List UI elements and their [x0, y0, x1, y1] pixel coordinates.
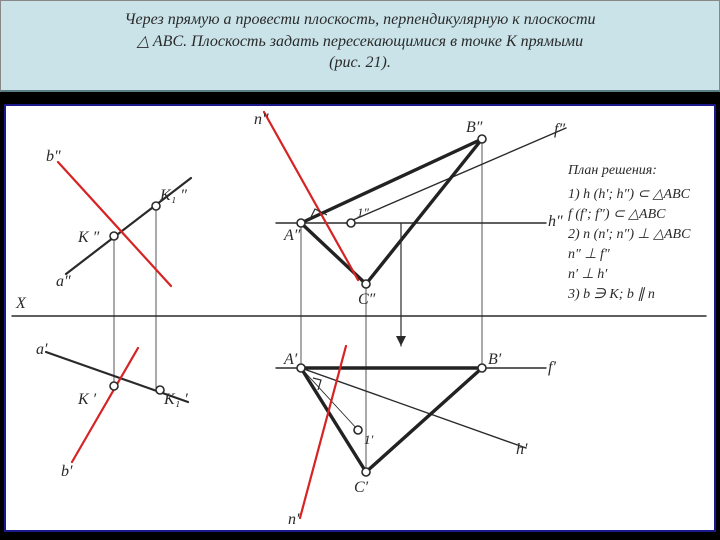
svg-text:2) n (n′; n″) ⊥ △ABC: 2) n (n′; n″) ⊥ △ABC [568, 227, 691, 242]
problem-line1: Через прямую а провести плоскость, перпе… [13, 9, 707, 31]
svg-text:n″: n″ [254, 111, 269, 128]
svg-text:n″ ⊥ f″: n″ ⊥ f″ [568, 247, 610, 262]
svg-text:3) b ∋ K; b ∥ n: 3) b ∋ K; b ∥ n [567, 287, 655, 302]
svg-text:a′: a′ [36, 341, 48, 358]
problem-line3: (рис. 21). [13, 52, 707, 74]
svg-text:C″: C″ [358, 291, 376, 308]
problem-header: Через прямую а провести плоскость, перпе… [0, 0, 720, 92]
svg-text:f′: f′ [548, 359, 556, 376]
svg-text:K₁ ′: K₁ ′ [163, 391, 188, 408]
svg-text:1) h (h′; h″) ⊂ △ABC: 1) h (h′; h″) ⊂ △ABC [568, 187, 691, 202]
svg-text:h″: h″ [548, 213, 563, 230]
svg-text:K ″: K ″ [77, 229, 100, 246]
svg-text:B′: B′ [488, 351, 502, 368]
svg-text:K₁ ″: K₁ ″ [159, 187, 187, 204]
svg-text:f (f′; f″) ⊂ △ABC: f (f′; f″) ⊂ △ABC [568, 207, 666, 222]
problem-line2: △ ABC. Плоскость задать пересекающимися … [13, 31, 707, 53]
svg-text:n′: n′ [288, 511, 300, 528]
svg-text:1″: 1″ [357, 205, 370, 220]
svg-text:b″: b″ [46, 148, 61, 165]
svg-text:a″: a″ [56, 273, 71, 290]
svg-text:n′ ⊥ h′: n′ ⊥ h′ [568, 267, 608, 282]
svg-text:f″: f″ [554, 121, 565, 138]
svg-text:h′: h′ [516, 441, 528, 458]
svg-text:A″: A″ [283, 227, 301, 244]
svg-text:A′: A′ [283, 351, 298, 368]
diagram-svg: Xb″ a″ K ″ K₁ ″ a′ b′ K ′ K₁ ′ A″ B″ C″ h″ f″ n″ 1″ A′ B… [6, 106, 714, 530]
diagram-frame: Xb″ a″ K ″ K₁ ″ a′ b′ K ′ K₁ ′ A″ B″ C″ h″ f″ n″ 1″ A′ B… [4, 104, 716, 532]
svg-text:b′: b′ [61, 463, 73, 480]
svg-text:B″: B″ [466, 119, 483, 136]
svg-text:C′: C′ [354, 479, 369, 496]
svg-text:X: X [15, 295, 27, 312]
svg-text:План решения:: План решения: [567, 163, 657, 178]
svg-text:K ′: K ′ [77, 391, 97, 408]
svg-text:1′: 1′ [364, 432, 374, 447]
